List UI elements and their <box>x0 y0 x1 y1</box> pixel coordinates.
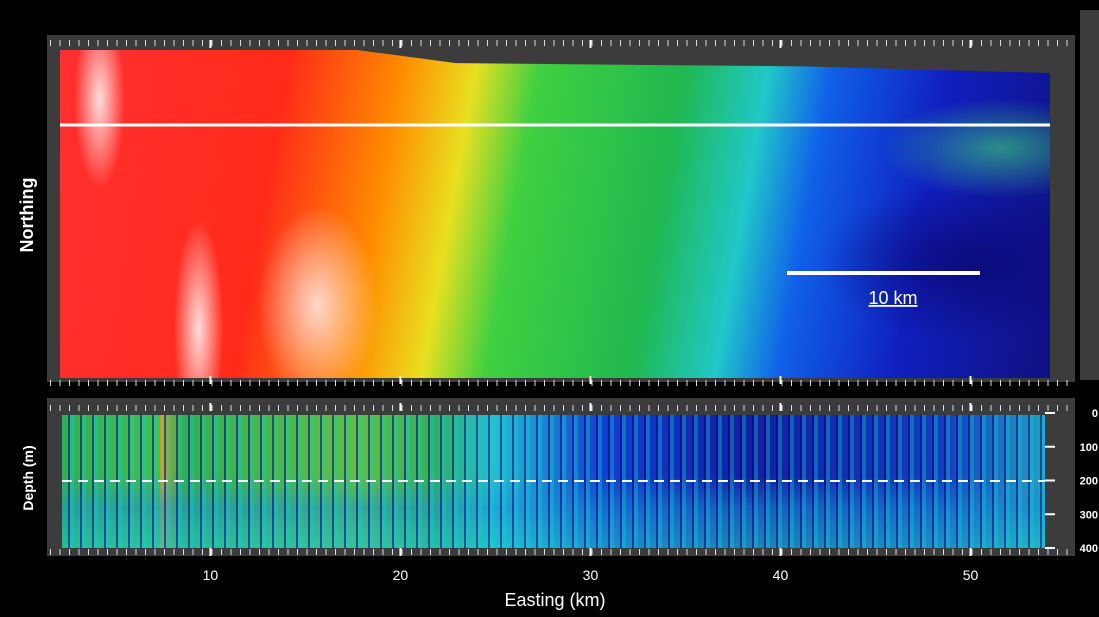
minor-ticks <box>50 549 1072 555</box>
y-axis-label: Northing <box>17 178 37 253</box>
side-panel <box>1080 10 1099 380</box>
y-tick-label: 400 <box>1080 543 1098 555</box>
minor-ticks <box>50 40 1072 46</box>
y-tick-label: 300 <box>1080 509 1098 521</box>
x-tick-label: 10 <box>203 567 219 583</box>
y-tick-label: 200 <box>1080 476 1098 488</box>
minor-ticks <box>50 380 1072 386</box>
scale-bar-label: 10 km <box>868 288 917 308</box>
minor-ticks <box>50 405 1072 411</box>
map-heatmap <box>60 50 1050 378</box>
x-tick-label: 30 <box>583 567 599 583</box>
y-tick-label: 100 <box>1080 442 1098 454</box>
x-tick-label: 40 <box>773 567 789 583</box>
x-tick-label: 50 <box>963 567 979 583</box>
x-tick-label: 20 <box>393 567 409 583</box>
y-tick-label: 0 <box>1092 408 1098 420</box>
x-axis-label: Easting (km) <box>504 590 605 610</box>
y-axis-label: Depth (m) <box>20 445 36 510</box>
